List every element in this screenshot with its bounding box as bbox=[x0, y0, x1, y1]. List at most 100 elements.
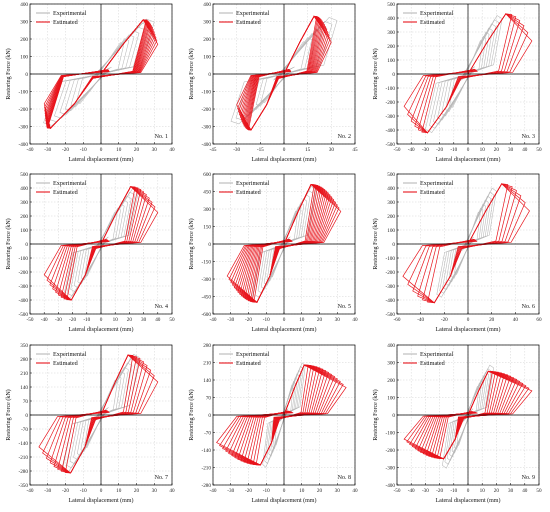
y-tick-label: -200 bbox=[385, 100, 395, 106]
x-tick-label: -20 bbox=[245, 488, 252, 494]
chart-panel: -40 -30 -20 -10 0 10 20 30 40 -350 -280 -210 -140 -70… bbox=[5, 343, 175, 504]
y-tick-label: -500 bbox=[18, 312, 28, 318]
x-tick-label: -45 bbox=[210, 147, 217, 153]
x-tick-label: -20 bbox=[69, 317, 76, 323]
experimental-curve bbox=[251, 186, 317, 302]
x-tick-label: -10 bbox=[450, 488, 457, 494]
x-tick-label: 40 bbox=[522, 147, 528, 153]
x-tick-label: -10 bbox=[80, 488, 87, 494]
x-tick-label: 30 bbox=[508, 147, 514, 153]
x-tick-label: 40 bbox=[513, 317, 519, 323]
y-axis-label: Restoring Force (kN) bbox=[188, 48, 195, 99]
legend-label-experimental: Experimental bbox=[420, 180, 454, 187]
y-tick-label: -200 bbox=[201, 107, 211, 113]
x-tick-label: 0 bbox=[467, 488, 470, 494]
y-axis-label: Restoring Force (kN) bbox=[372, 389, 379, 440]
y-tick-label: -280 bbox=[201, 483, 211, 489]
y-tick-label: 300 bbox=[387, 30, 395, 36]
x-axis-label: Lateral displacement (mm) bbox=[252, 326, 317, 333]
x-tick-label: 0 bbox=[467, 147, 470, 153]
y-tick-label: -200 bbox=[18, 270, 28, 276]
x-tick-label: 30 bbox=[141, 317, 147, 323]
legend-label-experimental: Experimental bbox=[420, 351, 454, 358]
x-tick-label: 10 bbox=[480, 147, 486, 153]
x-tick-label: -30 bbox=[227, 317, 234, 323]
legend-label-estimated: Estimated bbox=[420, 19, 446, 26]
y-tick-label: 0 bbox=[392, 413, 395, 419]
x-tick-label: 40 bbox=[352, 317, 358, 323]
x-tick-label: -40 bbox=[27, 488, 34, 494]
y-tick-label: 100 bbox=[387, 395, 395, 401]
x-tick-label: -10 bbox=[263, 317, 270, 323]
y-tick-label: -400 bbox=[201, 142, 211, 148]
x-axis-label: Lateral displacement (mm) bbox=[69, 497, 134, 504]
x-axis-label: Lateral displacement (mm) bbox=[69, 326, 134, 333]
x-tick-label: 10 bbox=[299, 488, 305, 494]
x-tick-label: -10 bbox=[263, 488, 270, 494]
estimated-curve bbox=[38, 354, 159, 474]
y-tick-label: 0 bbox=[208, 242, 211, 248]
x-tick-label: 40 bbox=[169, 147, 175, 153]
y-tick-label: 140 bbox=[203, 378, 211, 384]
x-tick-label: -30 bbox=[44, 488, 51, 494]
y-tick-label: 600 bbox=[203, 172, 211, 178]
specimen-label: No. 7 bbox=[155, 475, 168, 481]
y-tick-label: -100 bbox=[18, 89, 28, 95]
x-tick-label: -10 bbox=[450, 147, 457, 153]
experimental-curve bbox=[425, 15, 503, 133]
y-tick-label: 500 bbox=[387, 2, 395, 8]
y-tick-label: -140 bbox=[18, 441, 28, 447]
x-tick-label: -40 bbox=[27, 147, 34, 153]
legend-label-estimated: Estimated bbox=[53, 189, 79, 196]
experimental-curve bbox=[262, 362, 306, 468]
x-tick-label: -50 bbox=[27, 317, 34, 323]
y-tick-label: 300 bbox=[387, 200, 395, 206]
x-tick-label: 10 bbox=[480, 488, 486, 494]
y-tick-label: 450 bbox=[203, 189, 211, 195]
y-tick-label: -300 bbox=[385, 284, 395, 290]
experimental-curve bbox=[436, 187, 497, 298]
y-axis-label: Restoring Force (kN) bbox=[5, 389, 12, 440]
y-tick-label: 280 bbox=[203, 343, 211, 349]
legend-label-estimated: Estimated bbox=[420, 360, 446, 367]
x-tick-label: 40 bbox=[522, 488, 528, 494]
experimental-curve bbox=[43, 18, 155, 126]
x-tick-label: -20 bbox=[436, 488, 443, 494]
x-tick-label: -20 bbox=[436, 147, 443, 153]
specimen-label: No. 2 bbox=[338, 134, 351, 140]
y-tick-label: 200 bbox=[387, 214, 395, 220]
specimen-label: No. 4 bbox=[155, 304, 168, 310]
y-tick-label: 0 bbox=[208, 72, 211, 78]
legend-label-estimated: Estimated bbox=[420, 189, 446, 196]
y-tick-label: -300 bbox=[18, 124, 28, 130]
y-axis-label: Restoring Force (kN) bbox=[5, 218, 12, 269]
y-tick-label: -500 bbox=[385, 142, 395, 148]
legend-label-experimental: Experimental bbox=[236, 10, 270, 17]
x-tick-label: 30 bbox=[508, 488, 514, 494]
y-axis-label: Restoring Force (kN) bbox=[188, 389, 195, 440]
x-tick-label: -60 bbox=[394, 317, 401, 323]
x-tick-label: 20 bbox=[134, 488, 140, 494]
x-tick-label: -30 bbox=[227, 488, 234, 494]
y-axis-label: Restoring Force (kN) bbox=[372, 218, 379, 269]
y-tick-label: 200 bbox=[203, 37, 211, 43]
y-tick-label: 300 bbox=[387, 360, 395, 366]
y-axis-label: Restoring Force (kN) bbox=[188, 218, 195, 269]
y-tick-label: 200 bbox=[20, 214, 28, 220]
y-tick-label: -200 bbox=[385, 270, 395, 276]
y-tick-label: 500 bbox=[20, 172, 28, 178]
y-tick-label: 0 bbox=[208, 413, 211, 419]
chart-panel: -60 -40 -20 0 20 40 60-500-400-300-200-1000100… bbox=[372, 172, 542, 333]
x-tick-label: 50 bbox=[536, 488, 542, 494]
estimated-curve bbox=[226, 183, 342, 303]
x-tick-label: 10 bbox=[116, 488, 122, 494]
estimated-curve bbox=[43, 19, 159, 129]
y-tick-label: 400 bbox=[20, 186, 28, 192]
y-tick-label: 0 bbox=[25, 413, 28, 419]
experimental-curve bbox=[63, 187, 139, 301]
x-tick-label: 10 bbox=[113, 317, 119, 323]
x-tick-label: 30 bbox=[152, 147, 158, 153]
x-tick-label: -20 bbox=[62, 147, 69, 153]
specimen-label: No. 3 bbox=[522, 134, 535, 140]
y-tick-label: -100 bbox=[385, 430, 395, 436]
